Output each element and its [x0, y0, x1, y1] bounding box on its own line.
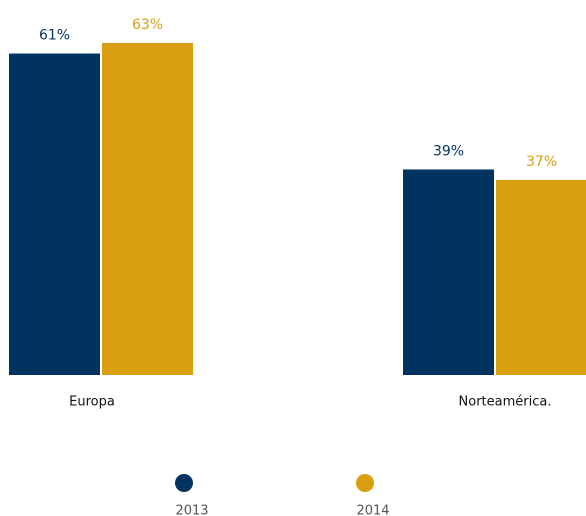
bar	[9, 53, 100, 375]
category-label: Europa	[69, 395, 115, 410]
value-label: 39%	[433, 143, 464, 159]
legend-marker	[175, 474, 193, 492]
legend-marker	[356, 474, 374, 492]
bar	[102, 42, 193, 376]
value-label: 37%	[526, 154, 557, 170]
legend-label: 2014	[356, 504, 389, 516]
bar	[496, 180, 586, 375]
legend-label: 2013	[175, 504, 208, 516]
value-label: 63%	[132, 17, 163, 33]
value-label: 61%	[39, 28, 70, 44]
bar	[403, 169, 494, 375]
category-label: Norteamérica.	[459, 395, 552, 410]
